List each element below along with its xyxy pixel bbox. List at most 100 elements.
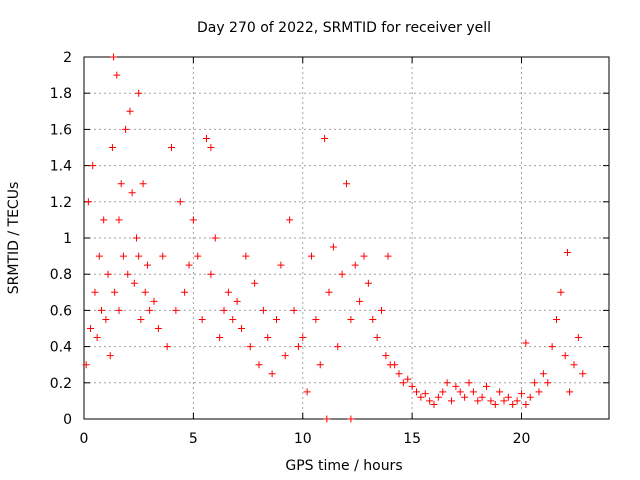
x-tick-label: 0 [80,431,89,447]
data-point [135,89,143,97]
data-point [141,288,149,296]
data-point [303,388,311,396]
y-tick-label: 1.8 [50,86,72,102]
data-point [89,162,97,170]
data-point [130,279,138,287]
data-point [100,216,108,224]
data-point [474,397,482,405]
data-point [294,343,302,351]
data-point [308,252,315,260]
data-point [408,382,416,390]
data-point [93,334,101,342]
data-point [553,315,560,323]
data-point [146,306,154,314]
data-point [384,252,392,260]
data-point [113,71,121,79]
data-point [443,379,451,387]
chart-title: Day 270 of 2022, SRMTID for receiver yel… [197,20,491,36]
data-point [570,361,578,369]
y-tick-label: 1 [63,231,72,247]
data-point [98,306,105,314]
data-point [229,315,237,323]
data-point [347,315,355,323]
data-point [277,261,285,269]
y-tick-label: 1.4 [50,159,72,175]
x-tick-label: 15 [403,431,421,447]
data-point [251,279,259,287]
data-point [176,198,184,206]
data-point [299,334,307,342]
data-point [483,382,490,390]
data-point [430,401,438,409]
data-point [111,288,119,296]
data-point [369,315,377,323]
data-point [115,306,123,314]
y-tick-label: 0 [63,412,72,428]
x-tick-label: 10 [294,431,312,447]
data-point [500,397,508,405]
data-point [496,388,504,396]
data-point [566,388,574,396]
data-point [150,297,158,305]
y-tick-label: 2 [63,50,72,66]
data-point [478,393,486,401]
data-point [168,144,175,151]
data-point [104,270,112,278]
data-point [382,352,390,360]
data-point [378,306,385,314]
data-point [290,306,298,314]
data-point [325,288,333,296]
data-point [522,401,530,409]
data-point [364,279,372,287]
data-point [102,315,110,323]
data-point [395,370,403,378]
data-point [216,334,224,342]
data-point [448,397,455,405]
y-tick-label: 0.4 [50,340,72,356]
data-point [413,388,420,396]
data-point [491,401,499,409]
data-point [574,334,582,342]
data-point [246,343,254,351]
data-point [351,261,359,269]
x-axis-label: GPS time / hours [285,458,402,474]
data-point [356,297,364,305]
data-point [194,252,202,260]
data-point [84,198,92,206]
data-point [539,370,547,378]
data-point [207,144,215,151]
data-point [224,288,232,296]
y-tick-label: 1.2 [50,195,72,211]
y-tick-label: 0.8 [50,267,72,283]
data-point [220,306,228,314]
data-point [334,343,342,351]
data-point [465,379,473,387]
data-point [526,393,534,401]
data-point [535,388,543,396]
data-point [203,134,210,142]
y-tick-label: 0.6 [50,303,72,319]
data-point [548,343,556,351]
y-tick-label: 0.2 [50,376,72,392]
data-point [504,393,512,401]
data-point [338,270,346,278]
data-point [154,325,162,332]
data-point [561,352,569,360]
data-point [456,388,464,396]
x-tick-label: 20 [513,431,531,447]
data-point [426,397,434,405]
data-point [259,306,267,314]
y-axis-label: SRMTID / TECUs [6,182,22,295]
data-point [544,379,552,387]
data-point [509,401,517,409]
data-point [242,252,250,260]
data-point [255,361,263,369]
data-point [316,361,324,369]
data-point [286,216,294,224]
data-point [106,352,114,360]
data-point [119,252,127,260]
data-point [115,216,123,224]
data-point [91,288,99,296]
data-point [207,270,215,278]
data-point [139,180,147,188]
